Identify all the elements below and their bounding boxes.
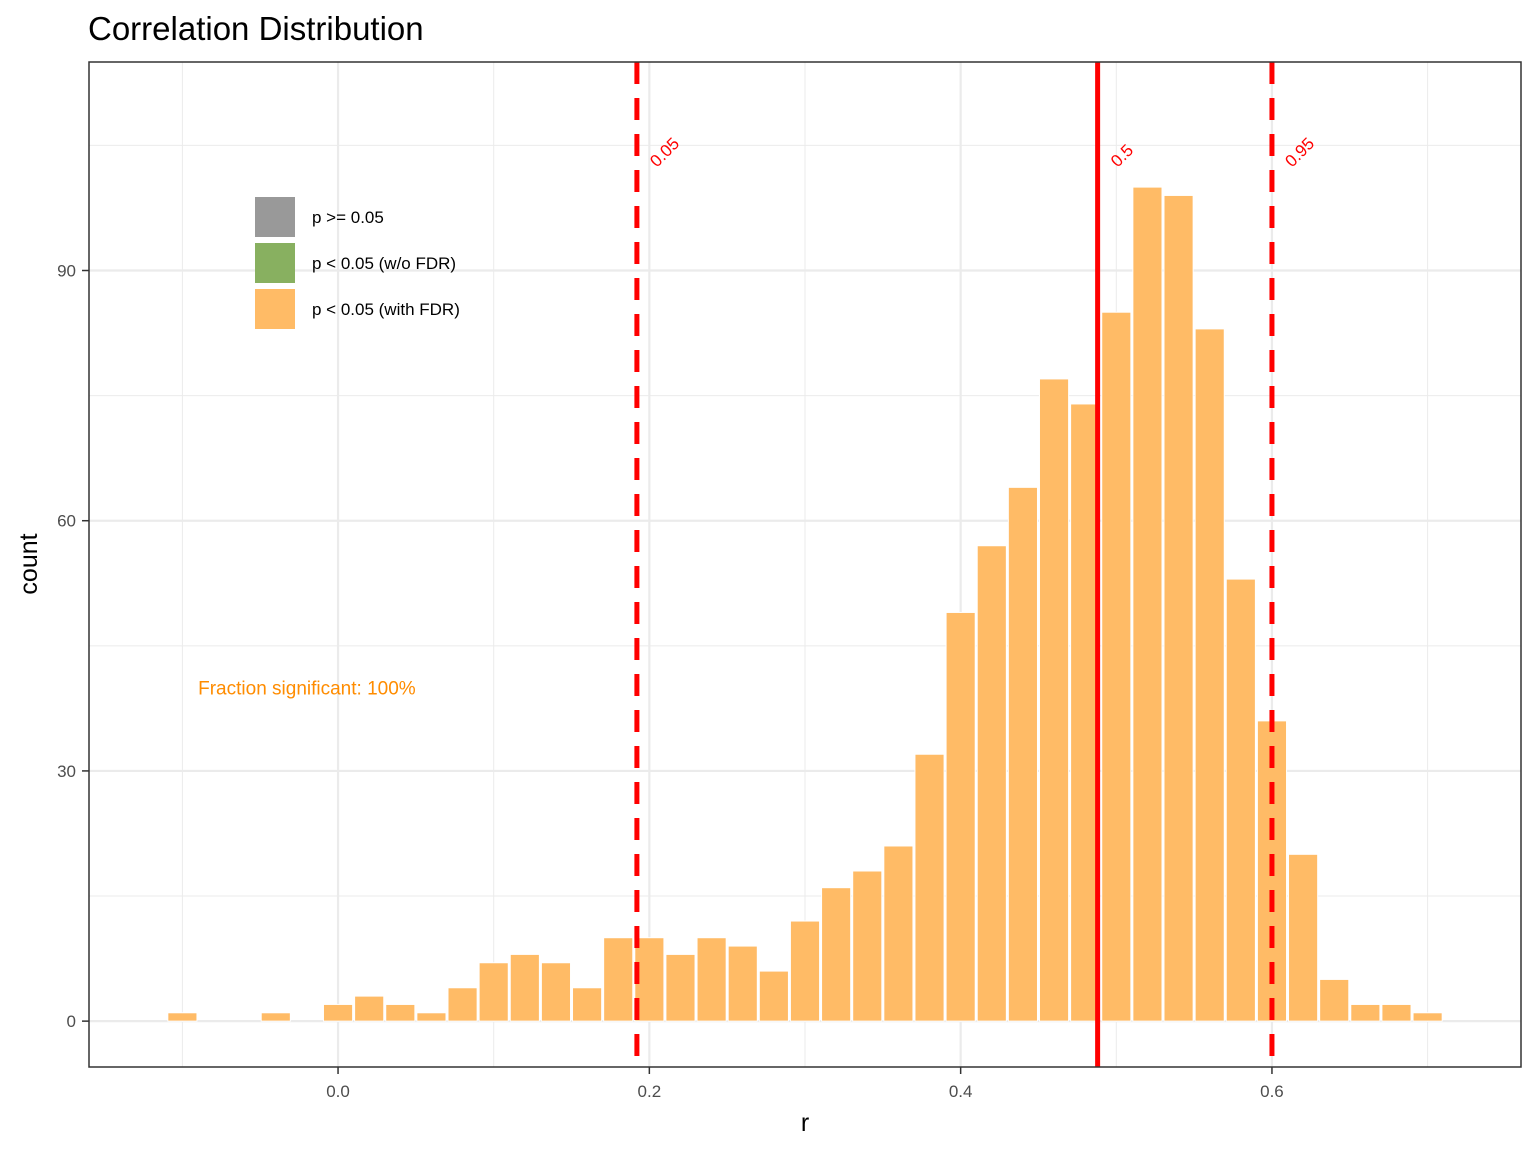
histogram-bar bbox=[447, 987, 478, 1022]
x-axis-title: r bbox=[801, 1109, 809, 1137]
histogram-bar bbox=[665, 953, 696, 1022]
x-tick-label: 0.0 bbox=[326, 1082, 350, 1101]
histogram-bar bbox=[1101, 311, 1132, 1022]
histogram-bar bbox=[1319, 978, 1350, 1022]
histogram-bar bbox=[572, 987, 603, 1022]
histogram-bar bbox=[1412, 1012, 1443, 1022]
histogram-bar bbox=[789, 920, 821, 1022]
histogram-bar bbox=[1288, 853, 1319, 1022]
histogram-bar bbox=[1194, 328, 1225, 1022]
histogram-bar bbox=[1225, 578, 1256, 1022]
histogram-bar bbox=[852, 870, 883, 1022]
histogram-bar bbox=[914, 753, 945, 1022]
fraction-significant-annotation: Fraction significant: 100% bbox=[198, 679, 416, 700]
legend-key bbox=[255, 197, 295, 237]
histogram-bar bbox=[354, 995, 385, 1022]
x-tick-label: 0.2 bbox=[638, 1082, 662, 1101]
y-tick-label: 0 bbox=[67, 1012, 76, 1031]
y-tick-label: 30 bbox=[57, 762, 76, 781]
histogram-bar bbox=[1350, 1003, 1381, 1022]
annotation-layer: Fraction significant: 100% bbox=[198, 679, 416, 700]
legend-label: p >= 0.05 bbox=[312, 208, 384, 227]
legend-key bbox=[255, 243, 295, 283]
histogram-bar bbox=[603, 937, 634, 1022]
histogram-bar bbox=[758, 970, 789, 1022]
histogram-bar bbox=[540, 962, 572, 1022]
legend-label: p < 0.05 (w/o FDR) bbox=[312, 254, 456, 273]
x-tick-label: 0.6 bbox=[1260, 1082, 1284, 1101]
histogram-bar bbox=[696, 937, 727, 1022]
histogram-bar bbox=[976, 545, 1007, 1022]
legend-label: p < 0.05 (with FDR) bbox=[312, 300, 460, 319]
histogram-bar bbox=[167, 1012, 198, 1022]
x-axis: 0.0 0.2 0.4 0.6 bbox=[326, 1067, 1284, 1101]
histogram-bar bbox=[883, 845, 914, 1022]
y-axis-title: count bbox=[15, 533, 43, 594]
histogram-bar bbox=[478, 962, 509, 1022]
histogram-bar bbox=[509, 953, 540, 1022]
histogram-bar bbox=[1070, 403, 1101, 1022]
histogram-bars bbox=[167, 186, 1443, 1022]
histogram-bar bbox=[821, 887, 852, 1022]
histogram-bar bbox=[260, 1012, 291, 1022]
histogram-bar bbox=[416, 1012, 447, 1022]
y-tick-label: 60 bbox=[57, 512, 76, 531]
histogram-bar bbox=[1132, 186, 1163, 1022]
grid-lines bbox=[89, 62, 1521, 1067]
histogram-bar bbox=[385, 1003, 416, 1022]
legend-key bbox=[255, 289, 295, 329]
histogram-bar bbox=[1038, 378, 1070, 1022]
x-tick-label: 0.4 bbox=[949, 1082, 973, 1101]
chart-title: Correlation Distribution bbox=[88, 10, 424, 47]
histogram-bar bbox=[945, 611, 976, 1022]
histogram-bar bbox=[1381, 1003, 1412, 1022]
histogram-bar bbox=[322, 1003, 354, 1022]
histogram-bar bbox=[1163, 194, 1194, 1022]
histogram-bar bbox=[1007, 486, 1038, 1022]
histogram-bar bbox=[727, 945, 758, 1022]
panel-border bbox=[88, 61, 1522, 1068]
y-axis: 0 30 60 90 bbox=[57, 262, 89, 1031]
y-tick-label: 90 bbox=[57, 262, 76, 281]
legend: p >= 0.05 p < 0.05 (w/o FDR) p < 0.05 (wit… bbox=[255, 197, 460, 329]
histogram-bar bbox=[634, 937, 665, 1022]
